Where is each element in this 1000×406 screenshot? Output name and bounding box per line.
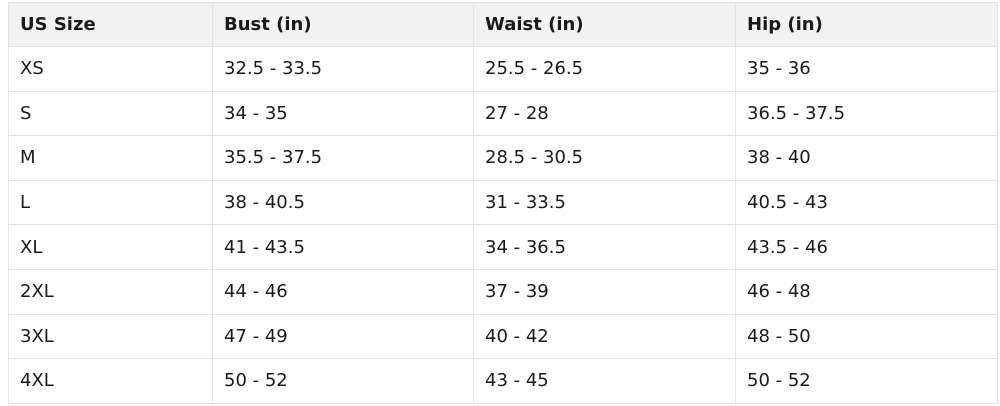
table-cell: 43 - 45 [473,358,736,404]
table-row: 2XL 44 - 46 37 - 39 46 - 48 [8,268,998,315]
table-cell: XS [8,46,213,92]
table-cell: 38 - 40 [735,135,998,181]
header-cell: US Size [8,2,213,47]
table-cell: 34 - 36.5 [473,224,736,270]
table-cell: XL [8,224,213,270]
table-cell: 50 - 52 [212,358,474,404]
table-cell: 35.5 - 37.5 [212,135,474,181]
table-cell: 41 - 43.5 [212,224,474,270]
table-cell: 38 - 40.5 [212,179,474,226]
table-cell: 3XL [8,313,213,360]
table-cell: 2XL [8,268,213,315]
table-cell: 36.5 - 37.5 [735,90,998,137]
table-cell: L [8,179,213,226]
table-cell: 32.5 - 33.5 [212,46,474,92]
table-cell: 48 - 50 [735,313,998,360]
size-table: US Size Bust (in) Waist (in) Hip (in) XS 32.… [8,2,998,404]
table-cell: 43.5 - 46 [735,224,998,270]
table-cell: 44 - 46 [212,268,474,315]
table-row: S 34 - 35 27 - 28 36.5 - 37.5 [8,90,998,137]
header-cell: Waist (in) [473,2,736,47]
header-cell: Hip (in) [735,2,998,47]
table-cell: 34 - 35 [212,90,474,137]
table-cell: 25.5 - 26.5 [473,46,736,92]
table-cell: 40.5 - 43 [735,179,998,226]
table-row: 4XL 50 - 52 43 - 45 50 - 52 [8,358,998,404]
table-cell: 28.5 - 30.5 [473,135,736,181]
table-cell: 47 - 49 [212,313,474,360]
table-cell: 46 - 48 [735,268,998,315]
table-cell: 31 - 33.5 [473,179,736,226]
table-cell: 40 - 42 [473,313,736,360]
table-row: M 35.5 - 37.5 28.5 - 30.5 38 - 40 [8,135,998,181]
table-cell: M [8,135,213,181]
table-cell: 50 - 52 [735,358,998,404]
header-row: US Size Bust (in) Waist (in) Hip (in) [8,2,998,47]
header-cell: Bust (in) [212,2,474,47]
table-cell: 37 - 39 [473,268,736,315]
table-row: L 38 - 40.5 31 - 33.5 40.5 - 43 [8,179,998,226]
table-row: 3XL 47 - 49 40 - 42 48 - 50 [8,313,998,360]
table-row: XS 32.5 - 33.5 25.5 - 26.5 35 - 36 [8,46,998,92]
table-cell: 4XL [8,358,213,404]
table-cell: 35 - 36 [735,46,998,92]
table-cell: S [8,90,213,137]
table-row: XL 41 - 43.5 34 - 36.5 43.5 - 46 [8,224,998,270]
table-cell: 27 - 28 [473,90,736,137]
